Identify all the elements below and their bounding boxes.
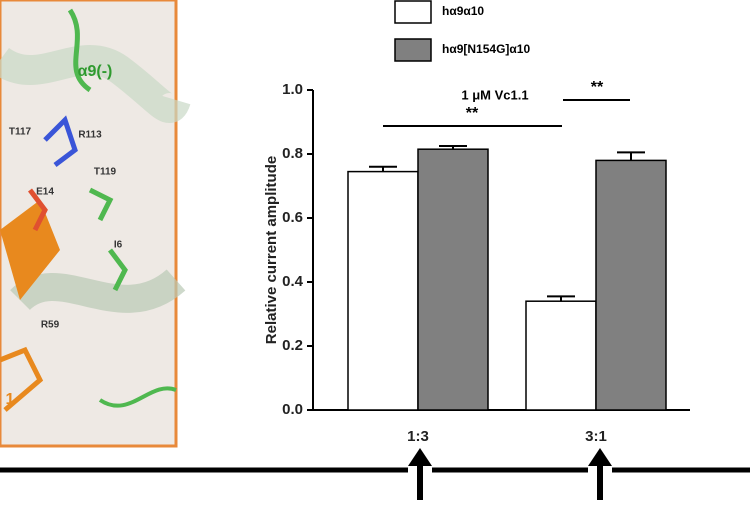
y-axis-label: Relative current amplitude [263,156,280,344]
structure-label: I6 [114,240,123,251]
legend-label: hα9[N154G]α10 [442,42,530,56]
significance-label: ** [591,79,604,96]
x-tick-label: 1:3 [407,428,429,445]
y-tick-label: 0.6 [282,209,303,226]
bar [595,159,667,411]
helix [0,200,60,300]
error-bar [439,145,467,150]
x-tick-label: 3:1 [585,428,607,445]
chain [98,386,177,408]
y-tick-label: 0.8 [282,145,303,162]
structure-label: α9(-) [78,63,113,80]
residue [88,187,114,222]
error-bar [369,165,397,172]
legend-swatch [394,38,432,62]
annotation: 1 μM Vc1.1 [461,87,528,102]
structure-panel [0,0,191,448]
residue [108,248,128,292]
error-bar [547,295,575,302]
arrow-head [408,448,432,466]
structure-label: E14 [36,187,54,198]
structure-label: R113 [78,130,102,141]
connector [0,448,750,500]
structure-label: R59 [41,320,60,331]
chain [0,346,44,412]
y-tick-label: 0.4 [282,273,304,290]
structure-label: 1 [6,391,15,408]
bar [417,148,489,411]
structure-label: T119 [94,167,117,178]
arrow-head [588,448,612,466]
ribbon [10,268,186,313]
error-bar [617,151,645,161]
legend-swatch [394,0,432,24]
y-tick-label: 0.0 [282,401,303,418]
structure-label: T117 [9,127,32,138]
y-tick-label: 1.0 [282,81,303,98]
significance-label: ** [466,105,479,122]
chain [67,8,92,93]
residue [43,115,78,167]
ribbon [0,45,191,123]
bar [347,170,419,411]
legend-label: hα9α10 [442,4,484,18]
residue [28,188,48,232]
y-tick-label: 0.2 [282,337,303,354]
bar [525,300,597,411]
